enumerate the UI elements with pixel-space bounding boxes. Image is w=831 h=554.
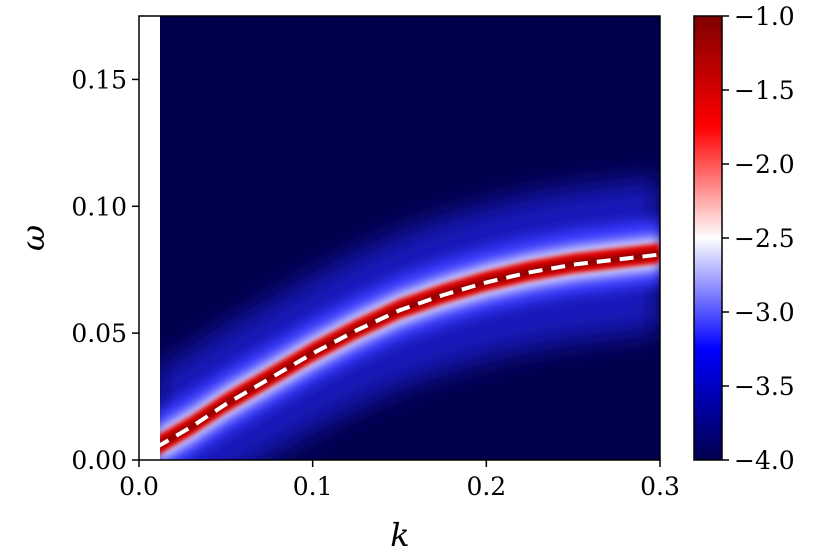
plot-frame (138, 15, 661, 461)
colorbar (693, 15, 723, 461)
colorbar-ticks: −1.0 −1.5 −2.0 −2.5 −3.0 −3.5 −4.0 (722, 2, 795, 475)
x-axis-ticks: 0.0 0.1 0.2 0.3 (119, 460, 680, 501)
heatmap-layer (160, 16, 660, 460)
ridge-dashed-curve (160, 252, 660, 448)
x-tick-label: 0.3 (640, 472, 680, 501)
heatmap-red-ridge (160, 243, 660, 455)
colorbar-tick-label: −2.0 (734, 150, 795, 179)
y-tick-label: 0.05 (71, 319, 127, 348)
x-tick-label: 0.2 (466, 472, 506, 501)
colorbar-tick-label: −3.5 (734, 372, 795, 401)
x-axis-label: k (390, 516, 409, 554)
y-tick-label: 0.15 (71, 65, 127, 94)
colorbar-tick-label: −1.5 (734, 76, 795, 105)
colorbar-tick-label: −3.0 (734, 298, 795, 327)
colorbar-tick-label: −4.0 (734, 446, 795, 475)
colorbar-tick-label: −2.5 (734, 224, 795, 253)
x-tick-label: 0.0 (119, 472, 159, 501)
colorbar-tick-label: −1.0 (734, 2, 795, 31)
y-axis-ticks: 0.00 0.05 0.10 0.15 (71, 65, 139, 475)
y-tick-label: 0.00 (71, 446, 127, 475)
y-tick-label: 0.10 (71, 192, 127, 221)
y-axis-label: ω (14, 225, 52, 251)
x-tick-label: 0.1 (293, 472, 333, 501)
